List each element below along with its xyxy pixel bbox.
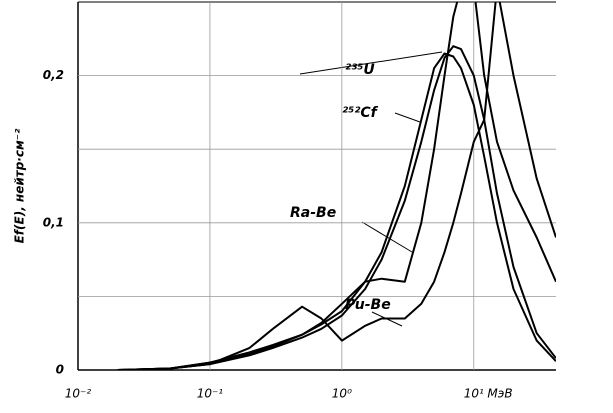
leader (299, 51, 443, 75)
series-line (117, 2, 556, 370)
series-line (117, 45, 556, 370)
y-tick-label: 0,2 (43, 68, 64, 82)
series-line (117, 2, 556, 370)
x-tick-label: 10¹ (464, 387, 484, 401)
x-tick-label: 10⁰ (332, 387, 352, 401)
leader (394, 112, 421, 123)
series-line (117, 52, 556, 370)
x-tick-label: 10⁻¹ (197, 387, 224, 401)
series-label: Ra-Be (290, 205, 336, 221)
plot-area (117, 2, 556, 370)
y-tick-label: 0 (56, 363, 64, 377)
x-unit-label: МэВ (487, 387, 512, 401)
series-label: ²⁵²Cf (342, 105, 379, 121)
series-label: ²³⁵U (345, 62, 375, 78)
y-tick-label: 0,1 (43, 215, 64, 229)
series-label: Pu-Be (345, 297, 391, 313)
x-tick-label: 10⁻² (65, 387, 92, 401)
y-axis-label: Ef(E), нейтр·см⁻² (13, 128, 27, 244)
